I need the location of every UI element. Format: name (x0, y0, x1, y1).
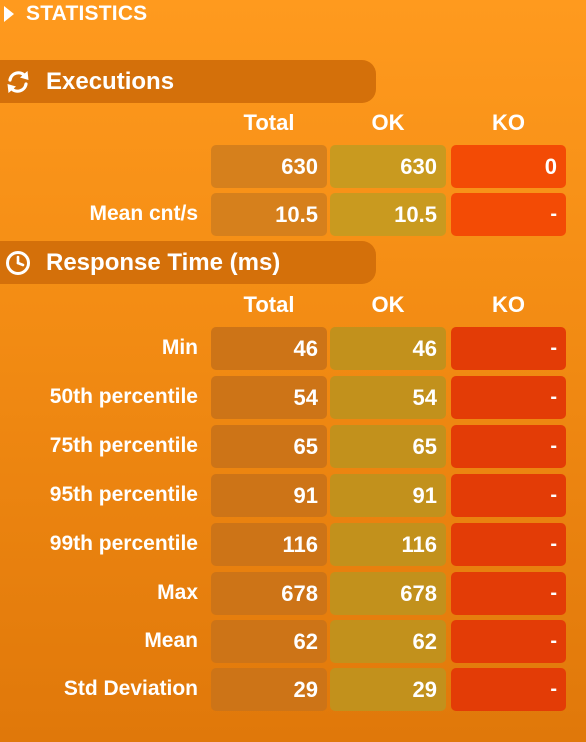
exec-ko-count: 0 (451, 145, 566, 188)
rt-ko-p99: - (451, 523, 566, 566)
rt-total-std-dev: 29 (211, 668, 327, 711)
rt-ko-std-dev: - (451, 668, 566, 711)
cell-value: - (550, 533, 557, 556)
cell-value: 46 (294, 336, 318, 362)
cell-value: 54 (413, 385, 437, 411)
cell-value: 630 (400, 154, 437, 180)
cell-value: 29 (294, 677, 318, 703)
cell-value: 678 (281, 581, 318, 607)
exec-ok-mean: 10.5 (330, 193, 446, 236)
rt-ko-p75: - (451, 425, 566, 468)
rt-col-total: Total (211, 290, 327, 320)
row-label-max: Max (157, 572, 198, 614)
exec-ok-count: 630 (330, 145, 446, 188)
cell-value: 62 (413, 629, 437, 655)
exec-total-count: 630 (211, 145, 327, 188)
rt-ok-min: 46 (330, 327, 446, 370)
cell-value: 0 (545, 154, 557, 180)
rt-ok-std-dev: 29 (330, 668, 446, 711)
rt-col-ok: OK (330, 290, 446, 320)
cell-value: 10.5 (394, 202, 437, 228)
cell-value: 46 (413, 336, 437, 362)
exec-total-mean: 10.5 (211, 193, 327, 236)
rt-total-p95: 91 (211, 474, 327, 517)
rt-ko-max: - (451, 572, 566, 615)
rt-total-p50: 54 (211, 376, 327, 419)
rt-ko-min: - (451, 327, 566, 370)
rt-ok-p75: 65 (330, 425, 446, 468)
cell-value: 65 (413, 434, 437, 460)
cell-value: 91 (413, 483, 437, 509)
rt-total-max: 678 (211, 572, 327, 615)
rt-total-mean: 62 (211, 620, 327, 663)
rt-ko-p50: - (451, 376, 566, 419)
executions-title: Executions (46, 68, 174, 96)
exec-col-ko: KO (451, 108, 566, 138)
rt-total-p99: 116 (211, 523, 327, 566)
cell-value: 10.5 (275, 202, 318, 228)
exec-col-total: Total (211, 108, 327, 138)
response-time-title: Response Time (ms) (46, 249, 280, 277)
row-label-min: Min (162, 327, 198, 369)
statistics-header[interactable]: STATISTICS (0, 0, 147, 28)
cell-value: - (550, 435, 557, 458)
row-label-std-dev: Std Deviation (64, 668, 198, 710)
cell-value: 678 (400, 581, 437, 607)
cell-value: 62 (294, 629, 318, 655)
rt-total-min: 46 (211, 327, 327, 370)
cell-value: - (550, 203, 557, 226)
cell-value: 630 (281, 154, 318, 180)
triangle-right-icon[interactable] (4, 6, 14, 22)
row-label-p75: 75th percentile (50, 425, 198, 467)
cell-value: - (550, 678, 557, 701)
cell-value: - (550, 386, 557, 409)
cell-value: 116 (402, 532, 438, 558)
response-time-section-bar: Response Time (ms) (0, 241, 376, 284)
rt-col-ko: KO (451, 290, 566, 320)
cell-value: 116 (283, 532, 319, 558)
cell-value: - (550, 337, 557, 360)
rt-ok-mean: 62 (330, 620, 446, 663)
row-label-mean-cnt: Mean cnt/s (89, 193, 198, 235)
row-label-mean: Mean (144, 620, 198, 662)
rt-ok-p95: 91 (330, 474, 446, 517)
cell-value: 29 (413, 677, 437, 703)
cell-value: 65 (294, 434, 318, 460)
exec-col-ok: OK (330, 108, 446, 138)
executions-section-bar: Executions (0, 60, 376, 103)
refresh-icon (3, 67, 33, 97)
rt-ok-p99: 116 (330, 523, 446, 566)
cell-value: 54 (294, 385, 318, 411)
statistics-title: STATISTICS (26, 2, 147, 26)
clock-icon (3, 248, 33, 278)
rt-ko-p95: - (451, 474, 566, 517)
exec-ko-mean: - (451, 193, 566, 236)
row-label-p50: 50th percentile (50, 376, 198, 418)
cell-value: - (550, 484, 557, 507)
row-label-p95: 95th percentile (50, 474, 198, 516)
rt-ok-p50: 54 (330, 376, 446, 419)
cell-value: - (550, 630, 557, 653)
rt-ko-mean: - (451, 620, 566, 663)
rt-total-p75: 65 (211, 425, 327, 468)
row-label-p99: 99th percentile (50, 523, 198, 565)
rt-ok-max: 678 (330, 572, 446, 615)
cell-value: 91 (294, 483, 318, 509)
cell-value: - (550, 582, 557, 605)
